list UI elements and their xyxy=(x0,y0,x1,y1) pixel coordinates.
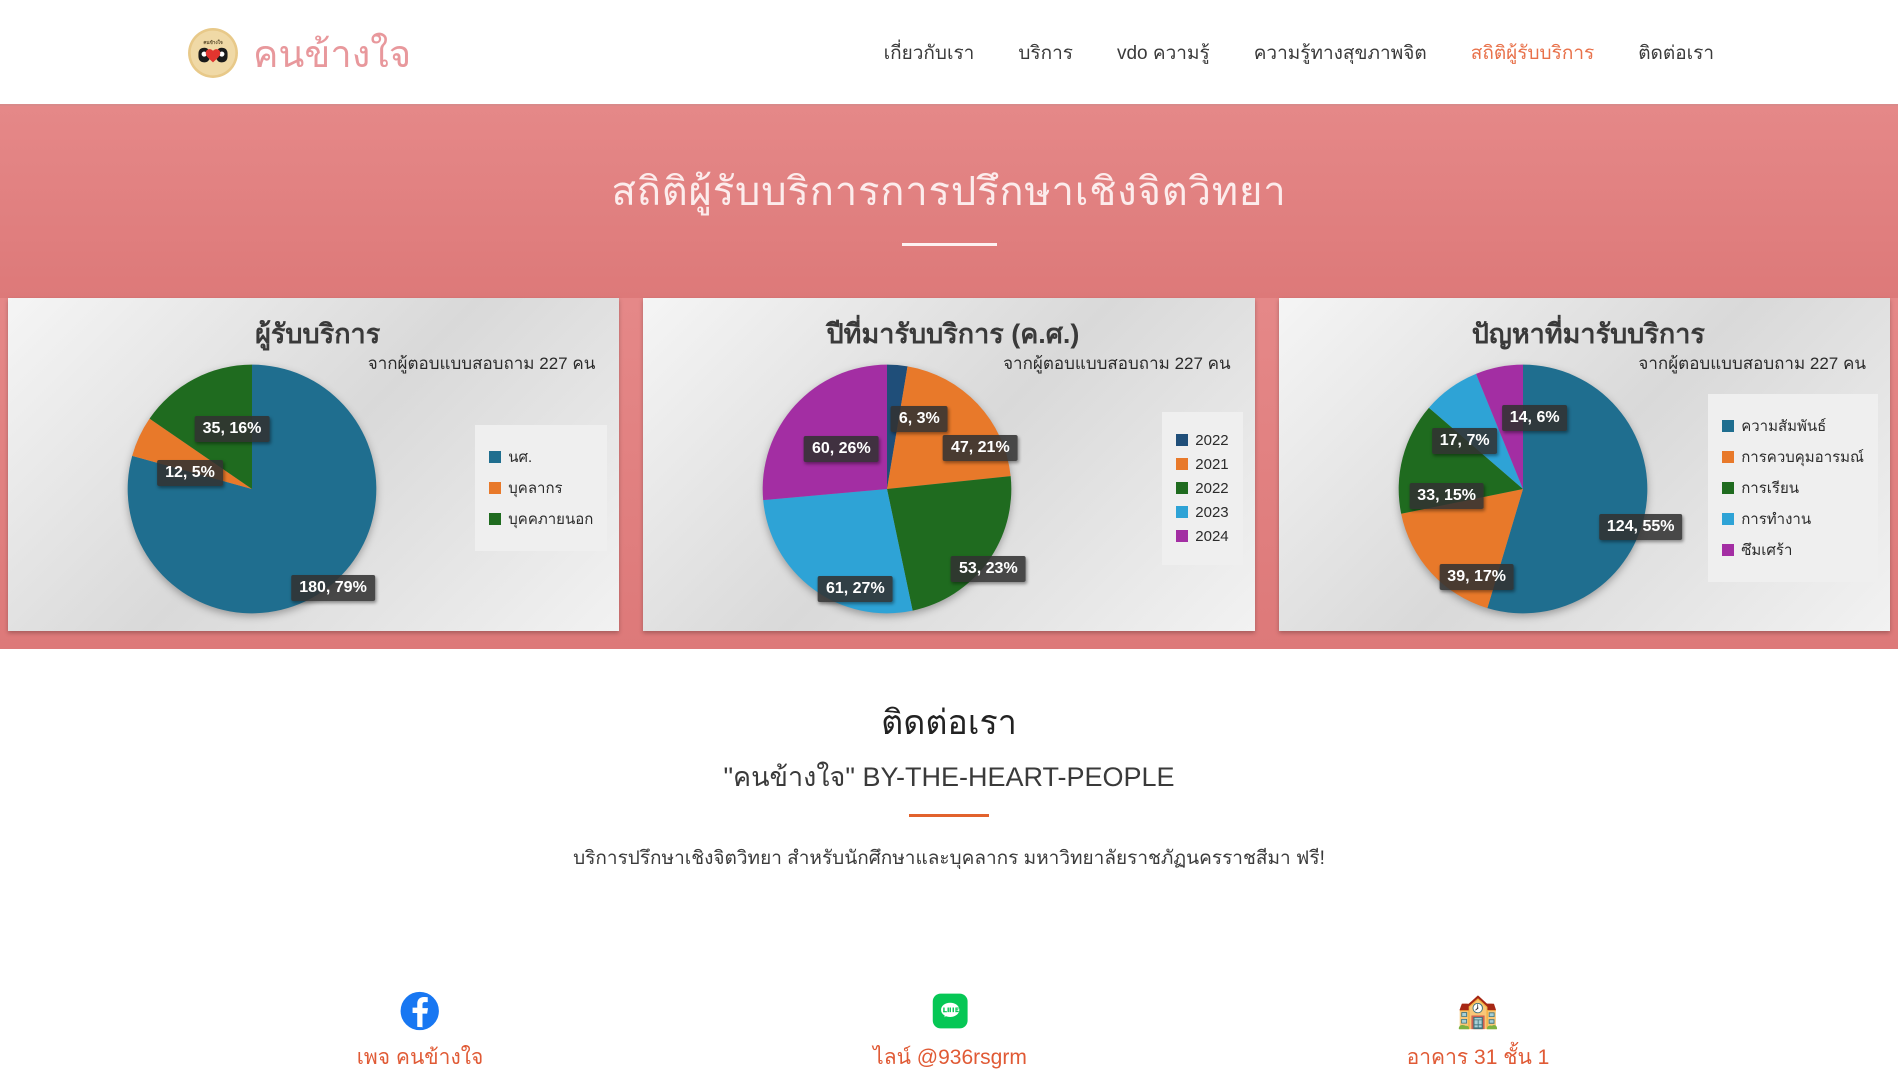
svg-text:คนข้างใจ: คนข้างใจ xyxy=(203,39,223,45)
